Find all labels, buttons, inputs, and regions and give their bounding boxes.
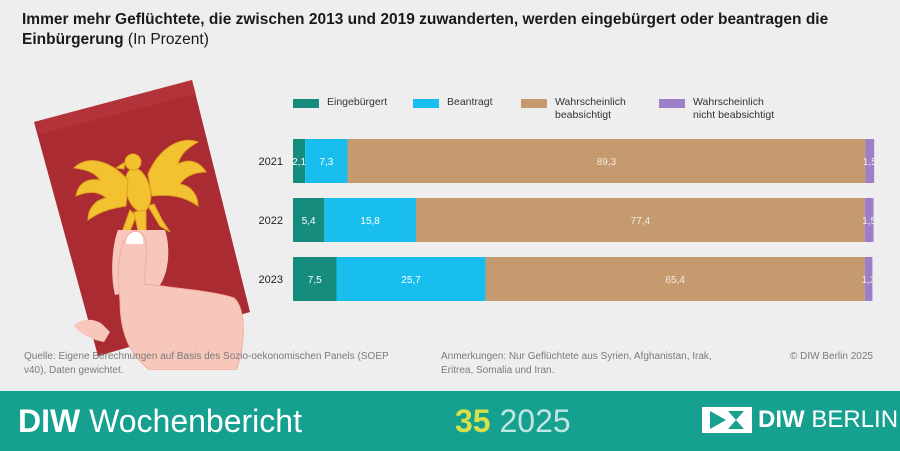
- legend-swatch: [659, 99, 685, 108]
- issue-number: 35 2025: [455, 402, 571, 440]
- bar-segment-2022-s1: [324, 198, 416, 242]
- bar-segment-2021-s3: [865, 139, 875, 183]
- footer-banner: DIW Wochenbericht 35 2025 DIW BERLIN: [0, 391, 900, 451]
- remarks-note: Anmerkungen: Nur Geflüchtete aus Syrien,…: [441, 351, 712, 376]
- title-text: Immer mehr Geflüchtete, die zwischen 201…: [22, 11, 829, 48]
- bar-segment-2021-s0: [293, 139, 306, 183]
- data-label-2021-s1: 7,3: [319, 157, 333, 168]
- issue-num: 35: [455, 403, 491, 439]
- data-label-2021-s2: 89,3: [597, 157, 617, 168]
- diw-logo-icon: [702, 407, 752, 433]
- source-note: Quelle: Eigene Berechnungen auf Basis de…: [24, 351, 389, 376]
- legend-swatch: [293, 99, 319, 108]
- diw-berlin-logo: DIW BERLIN: [702, 405, 898, 435]
- logo-light: BERLIN: [811, 406, 899, 433]
- category-label-2023: 2023: [259, 274, 283, 286]
- category-label-2021: 2021: [259, 156, 283, 168]
- legend-swatch: [521, 99, 547, 108]
- legend-label: Wahrscheinlich nicht beabsichtigt: [693, 96, 775, 121]
- legend-swatch: [413, 99, 439, 108]
- data-label-2021-s3: 1,5: [863, 157, 877, 168]
- publication-name: DIW Wochenbericht: [18, 402, 302, 440]
- data-label-2023-s3: 1,3: [862, 275, 876, 286]
- data-label-2021-s0: 2,1: [292, 157, 306, 168]
- data-label-2022-s1: 15,8: [360, 216, 380, 227]
- chart-title: Immer mehr Geflüchtete, die zwischen 201…: [22, 10, 862, 50]
- legend-label: Eingebürgert: [327, 96, 388, 108]
- bar-segment-2021-s2: [347, 139, 866, 183]
- logo-bold: DIW: [758, 406, 805, 433]
- bar-segment-2022-s3: [864, 198, 874, 242]
- legend-item-wahrscheinlich-nicht-beabsichtigt: Wahrscheinlich nicht beabsichtigt: [659, 96, 774, 122]
- passport-illustration: [20, 70, 260, 375]
- passport-hand-image: [34, 80, 250, 371]
- legend-label: Wahrscheinlich beabsichtigt: [555, 96, 626, 121]
- data-label-2022-s2: 77,4: [631, 216, 651, 227]
- brand-bold: DIW: [18, 403, 81, 439]
- bar-segment-2022-s0: [293, 198, 325, 242]
- bar-segment-2023-s2: [485, 257, 865, 301]
- subtitle: (In Prozent): [127, 31, 209, 48]
- bar-segment-2021-s1: [305, 139, 348, 183]
- copyright: © DIW Berlin 2025: [790, 351, 873, 362]
- category-label-2022: 2022: [259, 215, 283, 227]
- legend-item-beantragt: Beantragt: [413, 96, 493, 109]
- stacked-bar-chart: 2021 2,1 7,3 89,3 1,5 2022 5,4 15,8 77,4 1,5 2023 7…: [259, 139, 877, 301]
- legend-label: Beantragt: [447, 96, 493, 108]
- data-label-2023-s1: 25,7: [401, 275, 421, 286]
- bar-segment-2022-s2: [415, 198, 865, 242]
- legend-item-wahrscheinlich-beabsichtigt: Wahrscheinlich beabsichtigt: [521, 96, 626, 122]
- legend: Eingebürgert Beantragt Wahrscheinlich be…: [293, 96, 893, 136]
- bar-segment-2023-s1: [336, 257, 486, 301]
- legend-item-eingebuergert: Eingebürgert: [293, 96, 387, 109]
- data-label-2023-s0: 7,5: [308, 275, 322, 286]
- bar-segment-2023-s0: [293, 257, 337, 301]
- data-label-2022-s0: 5,4: [302, 216, 316, 227]
- data-label-2022-s3: 1,5: [862, 216, 876, 227]
- brand-light: Wochenbericht: [89, 403, 302, 439]
- bar-segment-2023-s3: [864, 257, 873, 301]
- issue-year: 2025: [499, 403, 571, 439]
- logo-text: DIW BERLIN: [758, 405, 898, 435]
- data-label-2023-s2: 65,4: [665, 275, 685, 286]
